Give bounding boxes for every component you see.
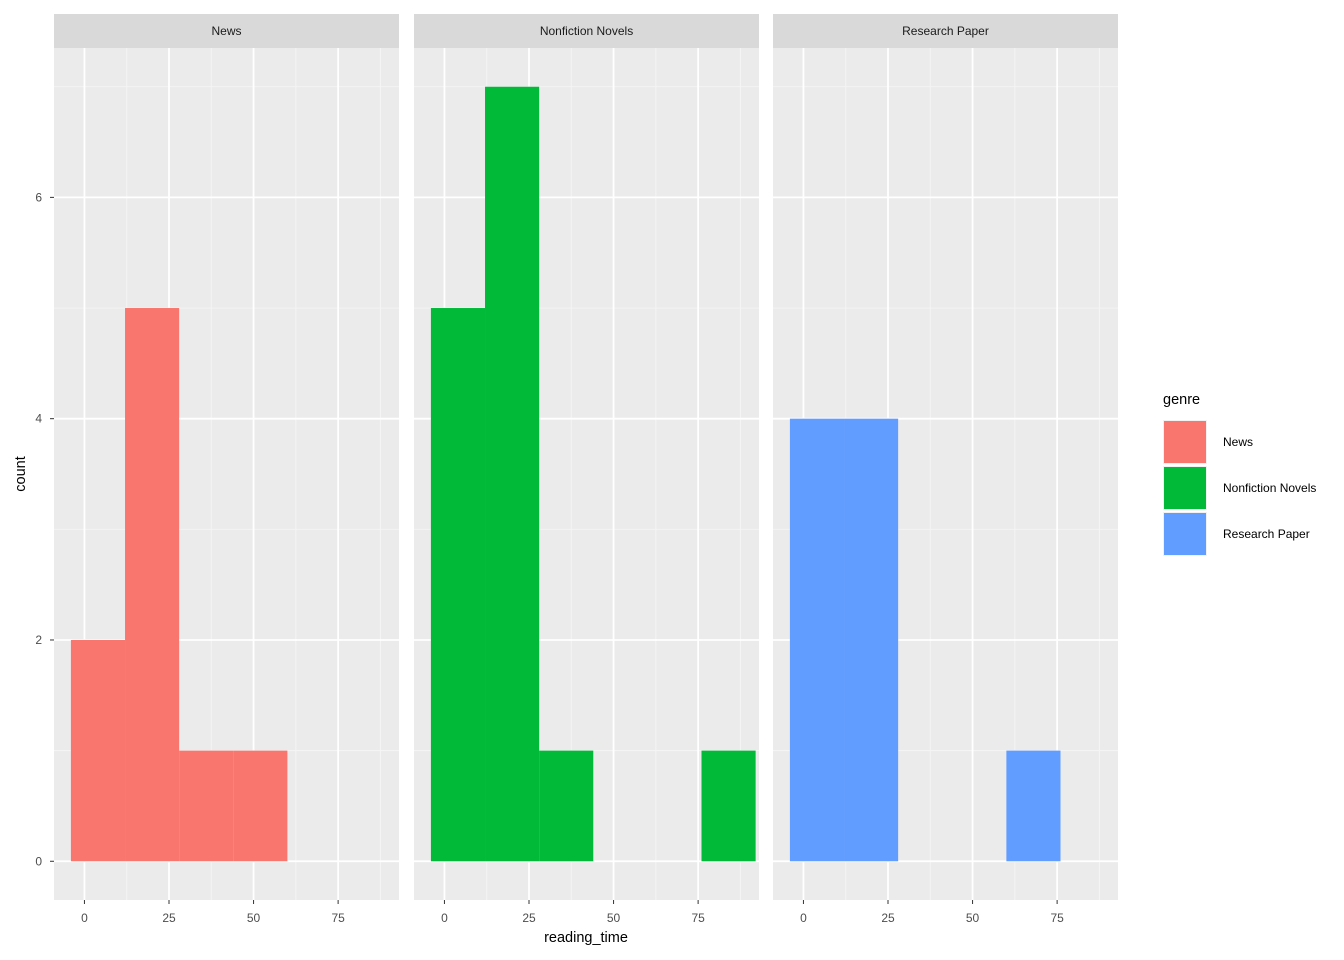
y-axis: 0 2 4 6 xyxy=(35,190,54,868)
y-tick-label: 6 xyxy=(35,190,42,204)
histogram-bar xyxy=(233,750,288,862)
y-tick-label: 0 xyxy=(35,854,42,868)
legend: genre News Nonfiction Novels Research Pape… xyxy=(1163,392,1316,556)
x-axis-title: reading_time xyxy=(544,930,628,946)
legend-label: Research Paper xyxy=(1223,527,1310,541)
histogram-bar xyxy=(789,418,845,862)
x-tick-label: 75 xyxy=(331,911,345,925)
x-tick-label: 25 xyxy=(162,911,176,925)
x-tick-label: 25 xyxy=(881,911,895,925)
histogram-bar xyxy=(430,308,486,862)
legend-key-swatch xyxy=(1164,421,1206,463)
legend-title: genre xyxy=(1163,392,1200,408)
x-tick-label: 50 xyxy=(607,911,621,925)
y-tick-label: 4 xyxy=(35,412,42,426)
facet-panel: Research Paper 0 25 50 75 xyxy=(773,14,1118,925)
y-axis-title: count xyxy=(13,456,29,491)
facet-strip-label: Research Paper xyxy=(902,24,989,38)
x-tick-label: 50 xyxy=(966,911,980,925)
x-tick-label: 0 xyxy=(441,911,448,925)
histogram-bar xyxy=(125,308,180,862)
histogram-bar xyxy=(485,86,540,862)
legend-label: Nonfiction Novels xyxy=(1223,481,1316,495)
histogram-bar xyxy=(844,418,899,862)
facet-strip xyxy=(773,14,1118,48)
histogram-bar xyxy=(179,750,234,862)
legend-key-swatch xyxy=(1164,513,1206,555)
x-tick-label: 0 xyxy=(800,911,807,925)
legend-key-swatch xyxy=(1164,467,1206,509)
x-tick-label: 25 xyxy=(522,911,536,925)
facet-strip xyxy=(54,14,399,48)
x-tick-label: 50 xyxy=(247,911,261,925)
histogram-bar xyxy=(70,639,126,862)
facet-strip-label: Nonfiction Novels xyxy=(540,24,633,38)
histogram-bar xyxy=(701,750,756,862)
y-tick-label: 2 xyxy=(35,633,42,647)
facet-strip-label: News xyxy=(211,24,241,38)
x-tick-label: 75 xyxy=(691,911,705,925)
histogram-bar xyxy=(539,750,594,862)
histogram-bar xyxy=(1006,750,1061,862)
facet-panel: News 0 25 50 75 xyxy=(54,14,399,925)
x-tick-label: 75 xyxy=(1050,911,1064,925)
facet-panel: Nonfiction Novels 0 25 50 75 xyxy=(414,14,759,925)
facet-strip xyxy=(414,14,759,48)
x-tick-label: 0 xyxy=(81,911,88,925)
legend-label: News xyxy=(1223,435,1253,449)
